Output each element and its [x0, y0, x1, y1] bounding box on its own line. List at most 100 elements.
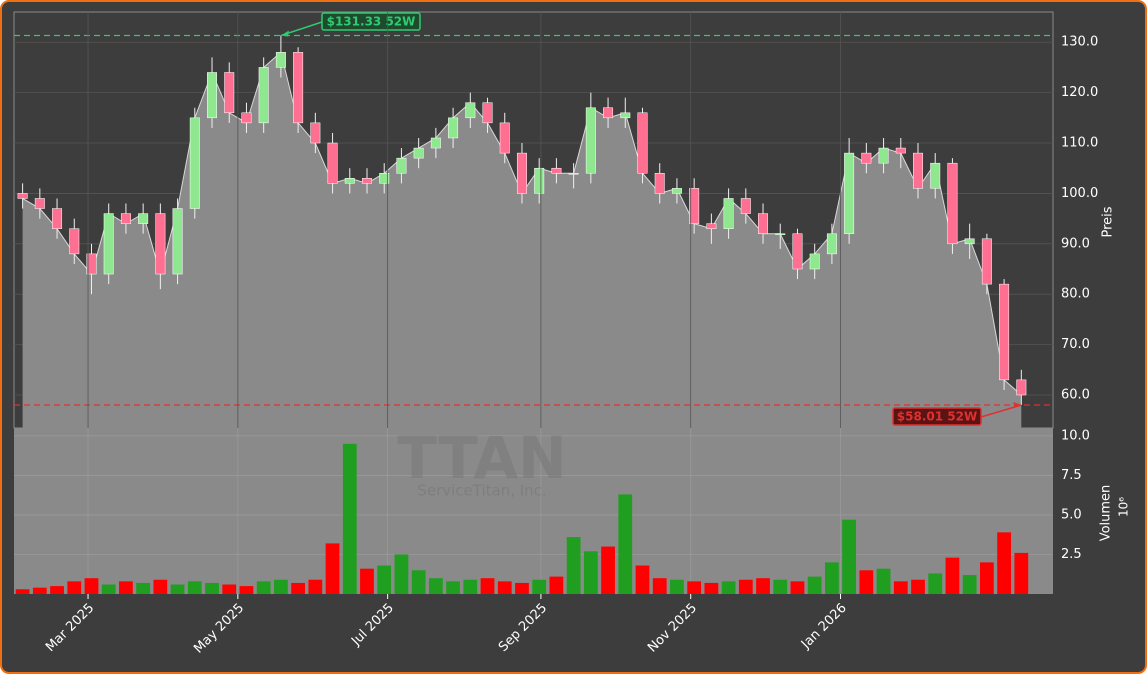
volume-bar [274, 579, 288, 594]
candle-body [964, 238, 975, 245]
y-tick-label: 70.0 [1061, 337, 1090, 352]
candle-body [1016, 379, 1027, 396]
candle-body [465, 102, 476, 119]
volume-bar [67, 581, 82, 594]
candle-body [878, 147, 889, 164]
candle-body [603, 107, 614, 119]
candle-body [310, 122, 321, 144]
volume-bar [566, 537, 581, 594]
volume-bar [256, 581, 271, 594]
volume-bar [32, 587, 47, 594]
volume-bar [997, 532, 1011, 594]
y-tick-label: 130.0 [1061, 35, 1098, 50]
candle-body [620, 112, 631, 119]
volume-bar [411, 570, 426, 594]
candle-body [758, 213, 769, 234]
candle-body [775, 233, 786, 235]
volume-bar [101, 584, 116, 594]
candle-body [534, 167, 545, 194]
volume-bar [928, 573, 943, 594]
volume-bar [618, 494, 633, 594]
volume-bar [170, 584, 185, 594]
candle-body [17, 193, 28, 199]
volume-bar [463, 579, 478, 594]
volume-bar [687, 581, 702, 594]
volume-bar [325, 543, 340, 594]
candle-body [568, 173, 579, 175]
volume-bar [446, 581, 460, 594]
y-tick-label: 80.0 [1061, 287, 1090, 302]
price-axis-label: Preis [1101, 206, 1116, 237]
close-area [22, 52, 1022, 428]
volume-bar [549, 576, 564, 594]
candle-body [413, 147, 424, 159]
candle-body [241, 112, 252, 124]
candle-body [689, 188, 700, 224]
annotation-box [892, 407, 982, 426]
volume-bar [756, 578, 770, 594]
candle-body [706, 223, 717, 229]
candle-body [379, 173, 390, 184]
volume-bar [377, 565, 392, 594]
candle-body [792, 233, 803, 270]
volume-bar [515, 582, 529, 594]
candle-body [930, 162, 941, 189]
annotation-label: $58.01 52W [897, 410, 977, 424]
volume-bar [136, 582, 151, 594]
candle-body [430, 137, 441, 149]
annotation-arrowhead [1013, 402, 1022, 409]
volume-bar [428, 578, 443, 594]
volume-bar [360, 568, 374, 594]
candle-body [396, 157, 407, 174]
y-tick-label: 60.0 [1061, 387, 1090, 402]
y-tick-label: 2.5 [1061, 547, 1082, 562]
candle-body [327, 142, 338, 184]
candle-body [344, 178, 355, 184]
volume-panel [14, 428, 1053, 594]
candle-body [654, 173, 665, 194]
candle-body [913, 152, 923, 189]
candle-body [155, 213, 166, 275]
volume-bar [187, 581, 202, 594]
volume-bar [84, 578, 99, 594]
candle-body [826, 233, 837, 255]
candle-body [120, 213, 131, 224]
volume-bar [480, 578, 495, 594]
y-tick-label: 120.0 [1061, 85, 1098, 100]
volume-bar [239, 586, 254, 594]
y-tick-label: 10.0 [1061, 428, 1090, 443]
volume-bar [342, 443, 357, 594]
candle-body [52, 208, 63, 229]
candle-body [551, 167, 562, 174]
annotation-label: $131.33 52W [327, 15, 416, 29]
volume-bar [704, 582, 719, 594]
y-tick-label: 100.0 [1061, 186, 1098, 201]
y-tick-label: 110.0 [1061, 136, 1098, 151]
candle-body [189, 117, 200, 209]
volume-bar [119, 581, 133, 594]
candle-body [362, 178, 372, 184]
volume-bar [859, 570, 874, 594]
candle-body [981, 238, 992, 285]
candle-body [448, 117, 459, 139]
volume-bar [291, 582, 306, 594]
volume-bar [532, 579, 547, 594]
volume-unit: 10⁶ [1117, 497, 1131, 517]
candle-body [809, 253, 820, 270]
candle-body [293, 52, 304, 124]
candle-body [258, 67, 269, 124]
volume-bar [979, 562, 994, 594]
volume-bar [876, 568, 891, 594]
volume-bar [635, 565, 650, 594]
candle-body [740, 198, 751, 214]
candle-body [207, 72, 218, 119]
volume-bar [721, 581, 736, 594]
candle-body [224, 72, 235, 114]
candle-body [999, 283, 1010, 381]
volume-bar [773, 579, 788, 594]
candle-body [86, 253, 97, 275]
candle-body [499, 122, 510, 154]
volume-bar [825, 562, 839, 594]
y-tick-label: 7.5 [1061, 468, 1082, 483]
volume-bar [222, 584, 237, 594]
